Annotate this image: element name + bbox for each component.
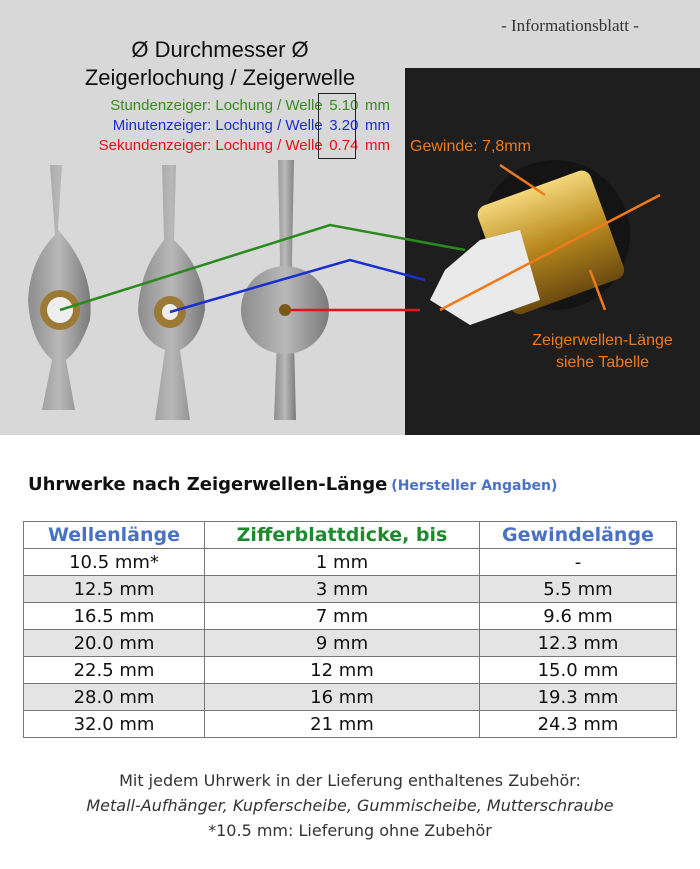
table-cell: 28.0 mm [23, 683, 205, 711]
title-line-2: Zeigerlochung / Zeigerwelle [84, 65, 356, 90]
table-cell: 1 mm [204, 548, 480, 576]
table-cell: 9.6 mm [479, 602, 677, 630]
product-photo: - Informationsblatt - Ø Durchmesser Ø Ze… [0, 0, 700, 435]
table-cell: 5.5 mm [479, 575, 677, 603]
footer-line-1: Mit jedem Uhrwerk in der Lieferung entha… [119, 771, 581, 790]
table-cell: 32.0 mm [23, 710, 205, 738]
table-cell: 24.3 mm [479, 710, 677, 738]
clock-hands-illustration [28, 68, 700, 435]
footer-line-2: Metall-Aufhänger, Kupferscheibe, Gummisc… [86, 796, 614, 815]
header-zifferblattdicke: Zifferblattdicke, bis [204, 521, 480, 549]
spec-hour: Stundenzeiger: Lochung / Welle 5.10 mm [110, 97, 390, 114]
table-cell: 10.5 mm* [23, 548, 205, 576]
table-row: 16.5 mm 7 mm 9.6 mm [23, 602, 677, 630]
diameter-title: Ø Durchmesser Ø Zeigerlochung / Zeigerwe… [40, 36, 400, 92]
table-cell: 15.0 mm [479, 656, 677, 684]
table-row: 32.0 mm 21 mm 24.3 mm [23, 710, 677, 738]
hour-hand [28, 165, 91, 410]
minute-hand [138, 165, 205, 420]
table-cell: 19.3 mm [479, 683, 677, 711]
table-cell: 9 mm [204, 629, 480, 657]
table-row: 10.5 mm* 1 mm - [23, 548, 677, 576]
table-title: Uhrwerke nach Zeigerwellen-Länge (Herstel… [28, 474, 558, 495]
thread-annotation: Gewinde: 7,8mm [410, 138, 531, 155]
header-wellenlaenge: Wellenlänge [23, 521, 205, 549]
spec-second: Sekundenzeiger: Lochung / Welle 0.74 mm [98, 137, 390, 154]
table-cell: 7 mm [204, 602, 480, 630]
table-row: 22.5 mm 12 mm 15.0 mm [23, 656, 677, 684]
footer-line-3: *10.5 mm: Lieferung ohne Zubehör [208, 821, 492, 840]
table-header-row: Wellenlänge Zifferblattdicke, bis Gewind… [23, 521, 677, 549]
table-row: 12.5 mm 3 mm 5.5 mm [23, 575, 677, 603]
shaft-annotation: Zeigerwellen-Länge siehe Tabelle [532, 332, 673, 371]
table-row: 28.0 mm 16 mm 19.3 mm [23, 683, 677, 711]
table-row: 20.0 mm 9 mm 12.3 mm [23, 629, 677, 657]
info-label: - Informationsblatt - [501, 16, 639, 35]
table-cell: 12.5 mm [23, 575, 205, 603]
table-cell: 22.5 mm [23, 656, 205, 684]
shaft-length-table: Wellenlänge Zifferblattdicke, bis Gewind… [23, 521, 677, 738]
header-gewindelaenge: Gewindelänge [479, 521, 677, 549]
table-cell: 3 mm [204, 575, 480, 603]
table-cell: 12.3 mm [479, 629, 677, 657]
table-cell: 16 mm [204, 683, 480, 711]
table-cell: - [479, 548, 677, 576]
title-line-1: Ø Durchmesser Ø [131, 37, 309, 62]
table-cell: 21 mm [204, 710, 480, 738]
value-box [318, 93, 356, 159]
spec-minute: Minutenzeiger: Lochung / Welle 3.20 mm [112, 117, 390, 134]
table-cell: 16.5 mm [23, 602, 205, 630]
table-cell: 12 mm [204, 656, 480, 684]
table-cell: 20.0 mm [23, 629, 205, 657]
